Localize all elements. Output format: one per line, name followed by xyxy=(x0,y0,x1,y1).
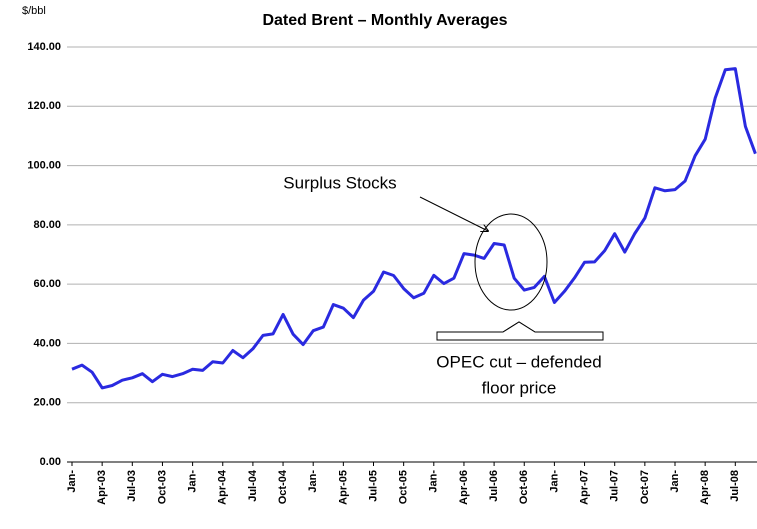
y-tick-label: 40.00 xyxy=(33,337,61,349)
x-tick-label: Jul-04 xyxy=(247,469,259,502)
block-arrow xyxy=(436,321,604,341)
y-tick-label: 0.00 xyxy=(40,456,61,468)
y-axis-label: $/bbl xyxy=(22,5,46,17)
x-tick-label: Apr-06 xyxy=(458,470,470,505)
highlight-ellipse xyxy=(474,213,548,311)
x-tick-label: Apr-04 xyxy=(217,469,229,505)
x-tick-label: Jul-08 xyxy=(729,470,741,502)
x-tick-label: Jan- xyxy=(548,470,560,493)
data-line xyxy=(71,67,757,390)
x-tick-label: Oct-05 xyxy=(398,470,410,504)
x-tick-label: Oct-07 xyxy=(639,470,651,504)
annotation: OPEC cut – defended xyxy=(436,352,601,371)
y-tick-label: 100.00 xyxy=(27,159,61,171)
y-tick-label: 120.00 xyxy=(27,100,61,112)
x-tick-label: Jan- xyxy=(428,470,440,493)
chart-title: Dated Brent – Monthly Averages xyxy=(262,12,507,29)
x-tick-label: Apr-05 xyxy=(337,470,349,505)
x-tick-label: Apr-03 xyxy=(96,470,108,505)
x-tick-label: Jan- xyxy=(307,470,319,493)
plot-area: 0.00 20.00 40.00 60.00 80.00 100.00 120.00 140.… xyxy=(27,41,757,505)
x-tick-label: Jul-03 xyxy=(126,470,138,502)
x-tick-label: Apr-08 xyxy=(699,470,711,505)
y-tick-label: 80.00 xyxy=(33,219,61,231)
x-tick-label: Oct-03 xyxy=(156,470,168,504)
x-tick-label: Oct-06 xyxy=(518,470,530,504)
y-tick-label: 60.00 xyxy=(33,278,61,290)
annotation: Surplus Stocks xyxy=(283,173,396,192)
x-tick-label: Jul-05 xyxy=(367,470,379,502)
x-tick-label: Jan- xyxy=(669,470,681,493)
x-tick-label: Jan- xyxy=(66,470,78,493)
y-tick-label: 140.00 xyxy=(27,41,61,53)
x-tick-label: Jul-07 xyxy=(609,470,621,502)
x-tick-label: Apr-07 xyxy=(578,470,590,505)
x-tick-label: Jul-06 xyxy=(488,470,500,502)
annotation-arrow xyxy=(419,196,488,231)
annotation: floor price xyxy=(482,378,557,397)
y-tick-label: 20.00 xyxy=(33,397,61,409)
x-tick-label: Jan- xyxy=(187,470,199,493)
x-tick-label: Oct-04 xyxy=(277,469,289,504)
